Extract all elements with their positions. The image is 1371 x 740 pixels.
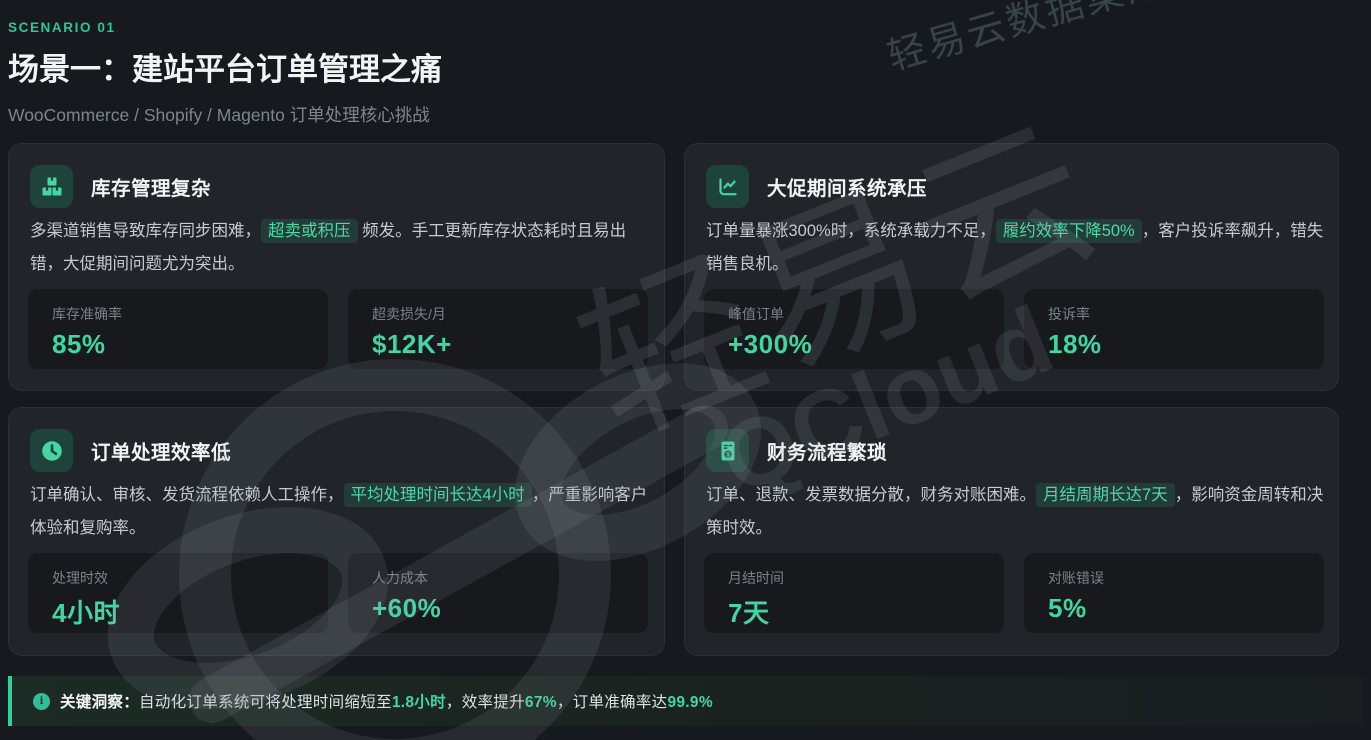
stats-row: 库存准确率 85% 超卖损失/月 $12K+ (28, 289, 648, 369)
insight-text: 关键洞察：自动化订单系统可将处理时间缩短至1.8小时，效率提升67%，订单准确率… (60, 690, 713, 712)
card-title: 大促期间系统承压 (767, 178, 928, 200)
watermark-platform-name: 轻易云数据集成平台 (883, 0, 1250, 79)
chart-line-icon (706, 165, 749, 208)
insight-number: 1.8小时 (391, 694, 446, 711)
card-header: $ 财务流程繁琐 (706, 429, 887, 472)
file-invoice-dollar-icon: $ (706, 429, 749, 472)
stat-box: 峰值订单 +300% (704, 289, 1004, 369)
stat-label: 峰值订单 (728, 306, 784, 322)
clock-icon (30, 429, 73, 472)
desc-text: 频发。手工更新库存状态耗时且易出错，大促期间问题尤为突出。 (30, 222, 627, 273)
card-finance: $ 财务流程繁琐 订单、退款、发票数据分散，财务对账困难。 月结周期长达7天 ，影响… (684, 407, 1339, 656)
stat-label: 对账错误 (1048, 570, 1104, 586)
desc-highlight: 履约效率下降50% (995, 219, 1142, 243)
card-inventory: 库存管理复杂 多渠道销售导致库存同步困难， 超卖或积压 频发。手工更新库存状态耗时… (8, 143, 665, 391)
desc-highlight: 月结周期长达7天 (1036, 483, 1175, 507)
boxes-stacked-icon (30, 165, 73, 208)
card-title: 订单处理效率低 (91, 442, 232, 464)
stat-label: 投诉率 (1048, 306, 1090, 322)
card-title: 库存管理复杂 (91, 178, 212, 200)
insight-number: 67% (524, 694, 557, 711)
stat-value: $12K+ (372, 329, 452, 359)
stats-row: 峰值订单 +300% 投诉率 18% (704, 289, 1324, 369)
stat-value: 18% (1048, 329, 1102, 359)
stat-value: 5% (1048, 593, 1087, 623)
stat-label: 月结时间 (728, 570, 784, 586)
card-description: 订单、退款、发票数据分散，财务对账困难。 月结周期长达7天 ，影响资金周转和决策时效… (706, 479, 1324, 545)
card-description: 多渠道销售导致库存同步困难， 超卖或积压 频发。手工更新库存状态耗时且易出错，大促… (30, 215, 648, 281)
card-peak-load: 大促期间系统承压 订单量暴涨300%时，系统承载力不足， 履约效率下降50% ，客户… (684, 143, 1339, 391)
desc-text: 订单量暴涨300%时，系统承载力不足， (706, 222, 996, 240)
stat-box: 处理时效 4小时 (28, 553, 328, 633)
card-description: 订单量暴涨300%时，系统承载力不足， 履约效率下降50% ，客户投诉率飙升，错失销… (706, 215, 1324, 281)
stat-value: +300% (728, 329, 813, 359)
scenario-eyebrow: SCENARIO 01 (8, 20, 116, 35)
stat-label: 库存准确率 (52, 306, 122, 322)
insight-number: 99.9% (667, 694, 713, 711)
page-subtitle: WooCommerce / Shopify / Magento 订单处理核心挑战 (8, 105, 430, 125)
stats-row: 月结时间 7天 对账错误 5% (704, 553, 1324, 633)
insight-segment: 自动化订单系统可将处理时间缩短至 (139, 694, 392, 711)
card-description: 订单确认、审核、发货流程依赖人工操作， 平均处理时间长达4小时 ，严重影响客户体验和… (30, 479, 648, 545)
stat-box: 超卖损失/月 $12K+ (348, 289, 648, 369)
card-header: 库存管理复杂 (30, 165, 211, 208)
desc-text: 订单确认、审核、发货流程依赖人工操作， (30, 486, 344, 504)
stat-value: 4小时 (52, 598, 120, 628)
stat-label: 处理时效 (52, 570, 108, 586)
stat-value: 85% (52, 329, 106, 359)
stat-value: +60% (372, 593, 442, 623)
svg-text:$: $ (726, 451, 730, 458)
stat-box: 月结时间 7天 (704, 553, 1004, 633)
card-title: 财务流程繁琐 (767, 442, 888, 464)
insight-label: 关键洞察： (60, 694, 140, 711)
stats-row: 处理时效 4小时 人力成本 +60% (28, 553, 648, 633)
key-insight-bar: i 关键洞察：自动化订单系统可将处理时间缩短至1.8小时，效率提升67%，订单准… (8, 676, 1363, 726)
stat-value: 7天 (728, 598, 770, 628)
stat-box: 库存准确率 85% (28, 289, 328, 369)
desc-text: ，严重影响客户体验和复购率。 (30, 486, 648, 537)
stat-box: 对账错误 5% (1024, 553, 1324, 633)
card-processing-efficiency: 订单处理效率低 订单确认、审核、发货流程依赖人工操作， 平均处理时间长达4小时 ，严… (8, 407, 665, 656)
stat-box: 人力成本 +60% (348, 553, 648, 633)
stat-box: 投诉率 18% (1024, 289, 1324, 369)
stat-label: 超卖损失/月 (372, 306, 446, 322)
page-title: 场景一：建站平台订单管理之痛 (8, 52, 442, 87)
desc-text: 多渠道销售导致库存同步困难， (30, 222, 261, 240)
card-header: 大促期间系统承压 (706, 165, 927, 208)
desc-highlight: 超卖或积压 (261, 219, 358, 243)
insight-segment: ，订单准确率达 (556, 694, 668, 711)
desc-text: 订单、退款、发票数据分散，财务对账困难。 (706, 486, 1036, 504)
insight-segment: ，效率提升 (445, 694, 525, 711)
desc-text: ，客户投诉率飙升，错失销售良机。 (706, 222, 1324, 273)
card-header: 订单处理效率低 (30, 429, 231, 472)
desc-text: ，影响资金周转和决策时效。 (706, 486, 1324, 537)
desc-highlight: 平均处理时间长达4小时 (343, 483, 532, 507)
info-icon: i (33, 692, 50, 710)
stat-label: 人力成本 (372, 570, 428, 586)
